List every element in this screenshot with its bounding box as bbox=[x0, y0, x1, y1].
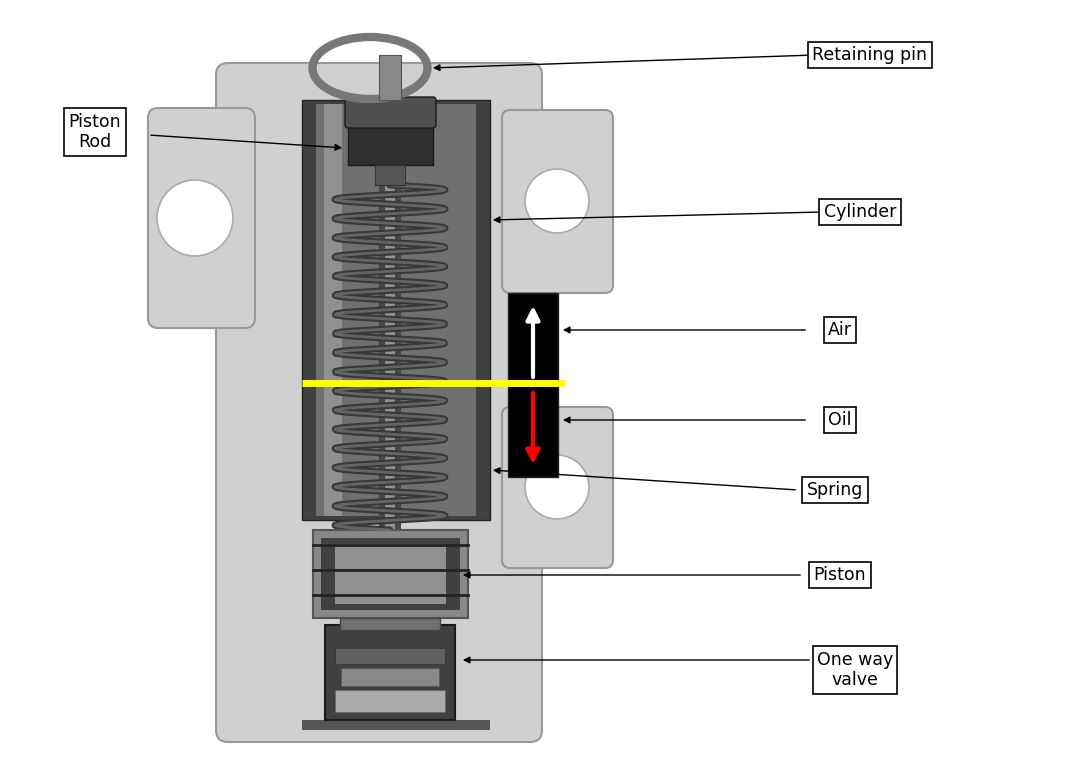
Bar bbox=[340, 618, 440, 630]
Text: Cylinder: Cylinder bbox=[824, 203, 896, 221]
Bar bbox=[348, 100, 433, 165]
FancyBboxPatch shape bbox=[502, 110, 613, 293]
Bar bbox=[379, 55, 401, 100]
FancyBboxPatch shape bbox=[148, 108, 255, 328]
Circle shape bbox=[525, 169, 589, 233]
Bar bbox=[335, 544, 446, 604]
Bar bbox=[324, 104, 342, 516]
Bar bbox=[379, 185, 401, 530]
FancyBboxPatch shape bbox=[345, 97, 436, 128]
Bar bbox=[384, 185, 395, 530]
Bar bbox=[325, 625, 455, 720]
Bar bbox=[321, 538, 460, 610]
FancyBboxPatch shape bbox=[216, 63, 542, 742]
Bar bbox=[302, 100, 490, 520]
Text: Air: Air bbox=[828, 321, 852, 339]
Text: Piston: Piston bbox=[813, 566, 866, 584]
Bar bbox=[302, 720, 490, 730]
Bar bbox=[375, 165, 405, 185]
Bar bbox=[508, 293, 558, 477]
Bar bbox=[335, 690, 445, 712]
Text: Retaining pin: Retaining pin bbox=[812, 46, 928, 64]
Bar bbox=[341, 668, 438, 686]
FancyBboxPatch shape bbox=[502, 407, 613, 568]
Circle shape bbox=[525, 455, 589, 519]
Bar bbox=[316, 104, 476, 516]
Text: Spring: Spring bbox=[807, 481, 863, 499]
Bar bbox=[335, 648, 445, 664]
Text: One way
valve: One way valve bbox=[816, 650, 893, 689]
Bar bbox=[313, 530, 468, 618]
Text: Oil: Oil bbox=[828, 411, 852, 429]
Circle shape bbox=[157, 180, 233, 256]
Text: Piston
Rod: Piston Rod bbox=[69, 113, 121, 152]
